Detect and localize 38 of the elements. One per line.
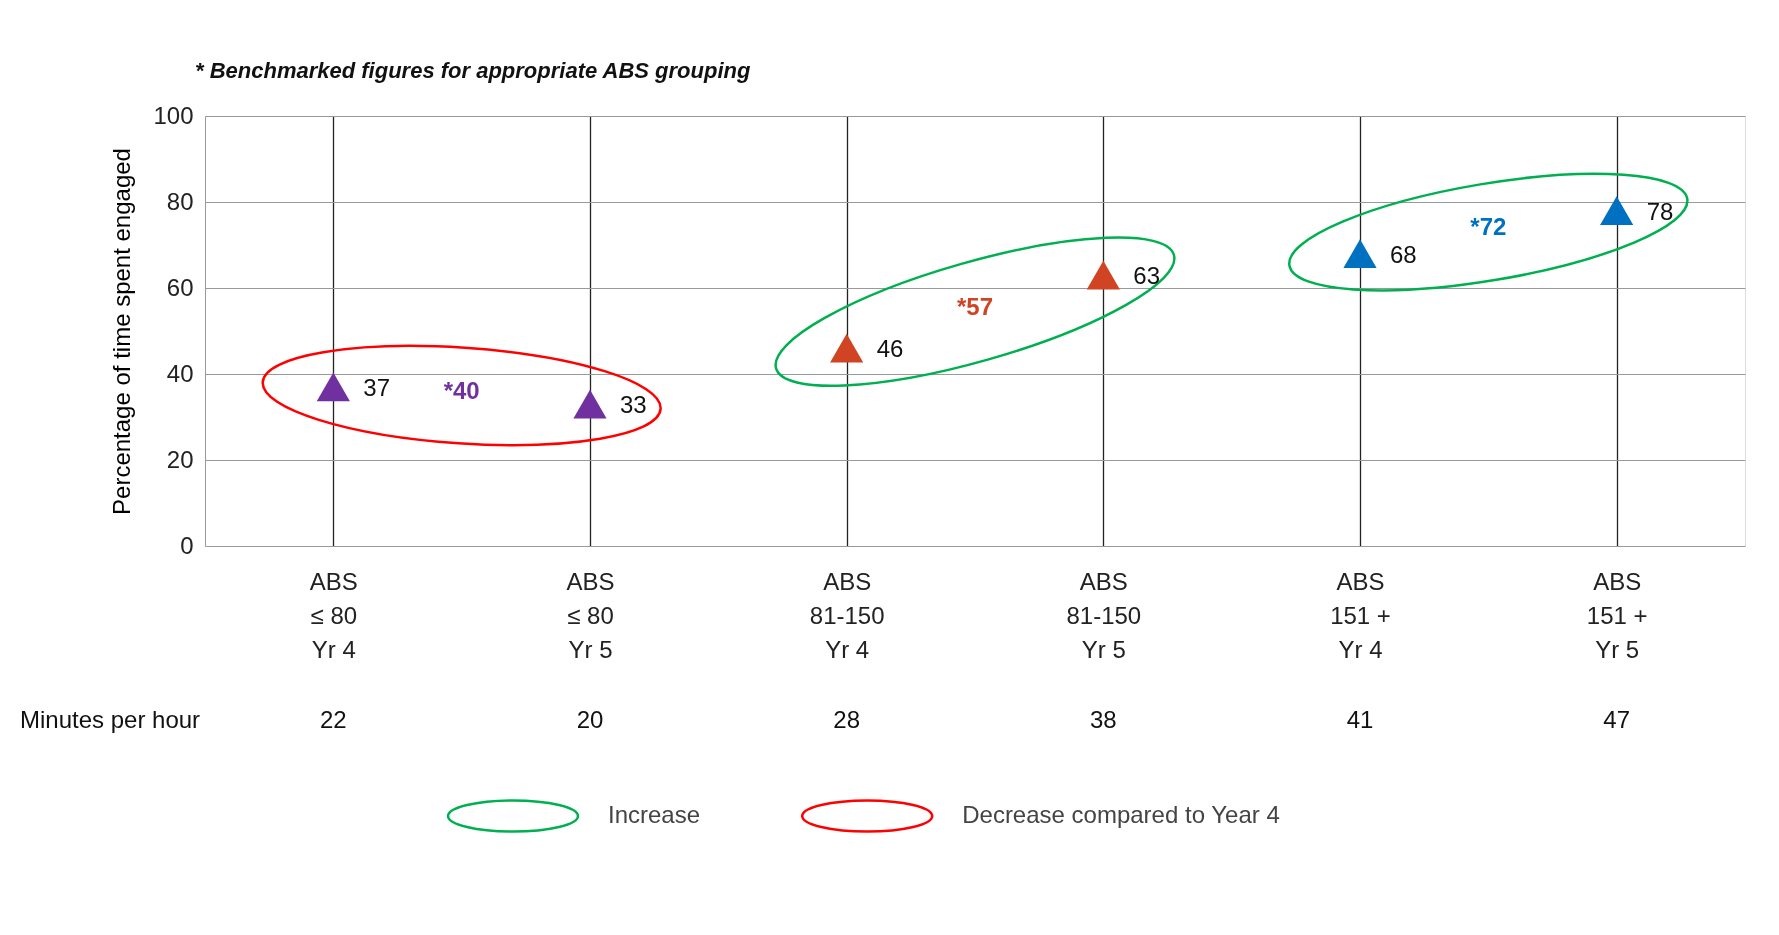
text: Decrease compared to Year 4 [962,801,1280,828]
point [316,372,350,402]
data-label: 63 [1133,262,1161,290]
data-label: 33 [620,391,647,419]
annotation: *72 [1470,213,1507,241]
y-tick-label: 0 [180,531,194,559]
text: 20 [576,706,604,733]
text: 22 [319,706,347,733]
x-tick-label: ABS ≤ 80 Yr 4 [309,567,358,663]
x-tick-label: ABS 81-150 Yr 5 [1066,567,1142,663]
data-label: 68 [1390,240,1417,268]
text: Minutes per hour [20,706,201,733]
data-label: 37 [363,373,391,401]
x-tick-label: ABS ≤ 80 Yr 5 [566,567,615,663]
y-axis-title: Percentage of time spent engaged [108,148,136,515]
point [1600,196,1634,225]
point [1086,260,1120,290]
x-tick-label: ABS 151 + Yr 4 [1330,567,1391,663]
y-tick-label: 60 [166,273,194,301]
point [573,389,607,419]
text: 38 [1089,706,1117,733]
y-tick-label: 80 [166,187,194,215]
x-tick-label: ABS 81-150 Yr 4 [809,567,885,663]
text: 41 [1346,706,1374,733]
text: Increase [608,801,701,828]
annotation: *57 [956,292,994,320]
data-label: 46 [876,335,904,363]
y-tick-label: 40 [166,359,194,387]
y-tick-label: 20 [166,445,194,473]
annotation: *40 [443,376,480,404]
point [830,333,864,363]
point [1343,239,1377,268]
data-label: 78 [1646,197,1674,225]
text: 47 [1603,706,1631,733]
text: * Benchmarked figures for appropriate ABS grouping [195,58,751,83]
y-tick-label: 100 [153,101,194,129]
x-tick-label: ABS 151 + Yr 5 [1586,567,1648,663]
text: 28 [833,706,861,733]
